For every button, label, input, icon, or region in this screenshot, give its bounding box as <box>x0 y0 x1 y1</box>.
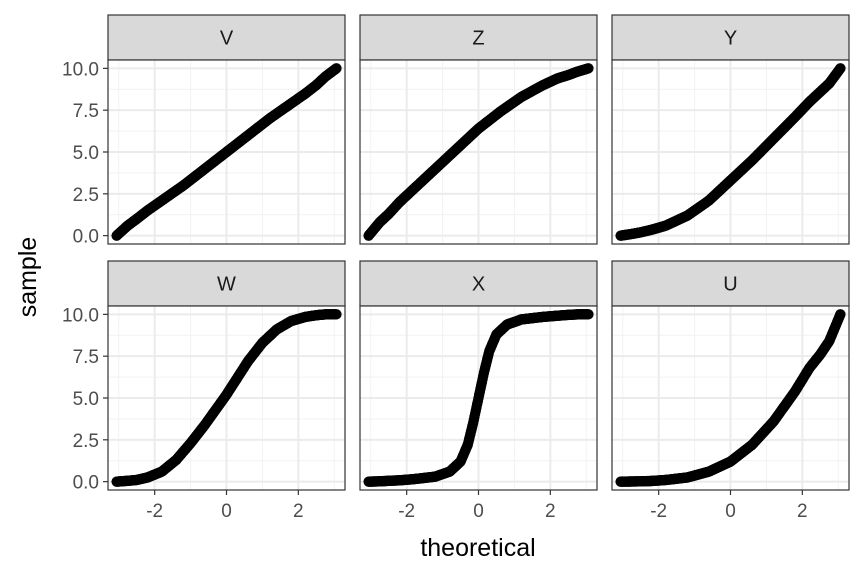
y-axis-title: sample <box>14 237 42 318</box>
x-axis-title: theoretical <box>420 534 535 562</box>
x-tick-label: 0 <box>725 501 736 522</box>
data-point <box>331 63 342 74</box>
x-tick-label: -2 <box>398 501 415 522</box>
facet-panel-y: Y <box>611 14 850 245</box>
facet-strip-label: Y <box>724 28 737 50</box>
facet-strip-label: Z <box>472 28 484 50</box>
y-tick-label: 7.5 <box>73 347 99 368</box>
y-tick-label: 2.5 <box>73 431 99 452</box>
x-tick-label: 0 <box>221 501 232 522</box>
x-tick-label: -2 <box>146 501 163 522</box>
data-points <box>363 309 594 487</box>
facet-strip-label: W <box>217 274 236 296</box>
x-tick-label: 0 <box>473 501 484 522</box>
facet-panel-u: U -2 0 2 <box>611 260 850 522</box>
data-points <box>111 63 342 241</box>
y-tick-label: 10.0 <box>62 305 99 326</box>
facet-panel-x: X -2 0 2 <box>359 260 598 522</box>
data-point <box>583 309 594 320</box>
panel-border <box>611 59 850 245</box>
data-points <box>363 63 594 241</box>
y-tick-label: 7.5 <box>73 101 99 122</box>
x-tick-label: -2 <box>650 501 667 522</box>
x-tick-label: 2 <box>545 501 556 522</box>
data-points <box>111 309 342 487</box>
y-tick-label: 5.0 <box>73 389 99 410</box>
facet-strip-label: V <box>220 28 234 50</box>
data-point <box>583 63 594 74</box>
facet-strip <box>107 260 346 307</box>
facet-strip-label: X <box>472 274 485 296</box>
facet-strip <box>359 14 598 61</box>
x-tick-label: 2 <box>797 501 808 522</box>
panel-border <box>359 59 598 245</box>
facet-strip <box>611 14 850 61</box>
y-tick-label: 0.0 <box>73 227 99 248</box>
y-tick-label: 0.0 <box>73 473 99 494</box>
y-tick-label: 2.5 <box>73 185 99 206</box>
y-tick-label: 5.0 <box>73 143 99 164</box>
y-tick-label: 10.0 <box>62 59 99 80</box>
data-points <box>615 309 846 487</box>
facet-panel-w: W 0.0 2.5 5.0 7.5 10.0 -2 0 2 <box>62 260 346 522</box>
facet-panel-v: V 0.0 2.5 5.0 7.5 10.0 <box>62 14 346 248</box>
facet-strip <box>611 260 850 307</box>
data-point <box>835 309 846 320</box>
data-point <box>331 309 342 320</box>
panels-layer: V 0.0 2.5 5.0 7.5 10.0 Z Y W 0.0 2.5 5.0 7.5 10.0 -2 0 2… <box>62 14 850 522</box>
facet-panel-z: Z <box>359 14 598 245</box>
data-point <box>835 63 846 74</box>
facet-strip-label: U <box>723 274 737 296</box>
data-points <box>615 63 846 241</box>
facet-strip <box>107 14 346 61</box>
x-tick-label: 2 <box>293 501 304 522</box>
